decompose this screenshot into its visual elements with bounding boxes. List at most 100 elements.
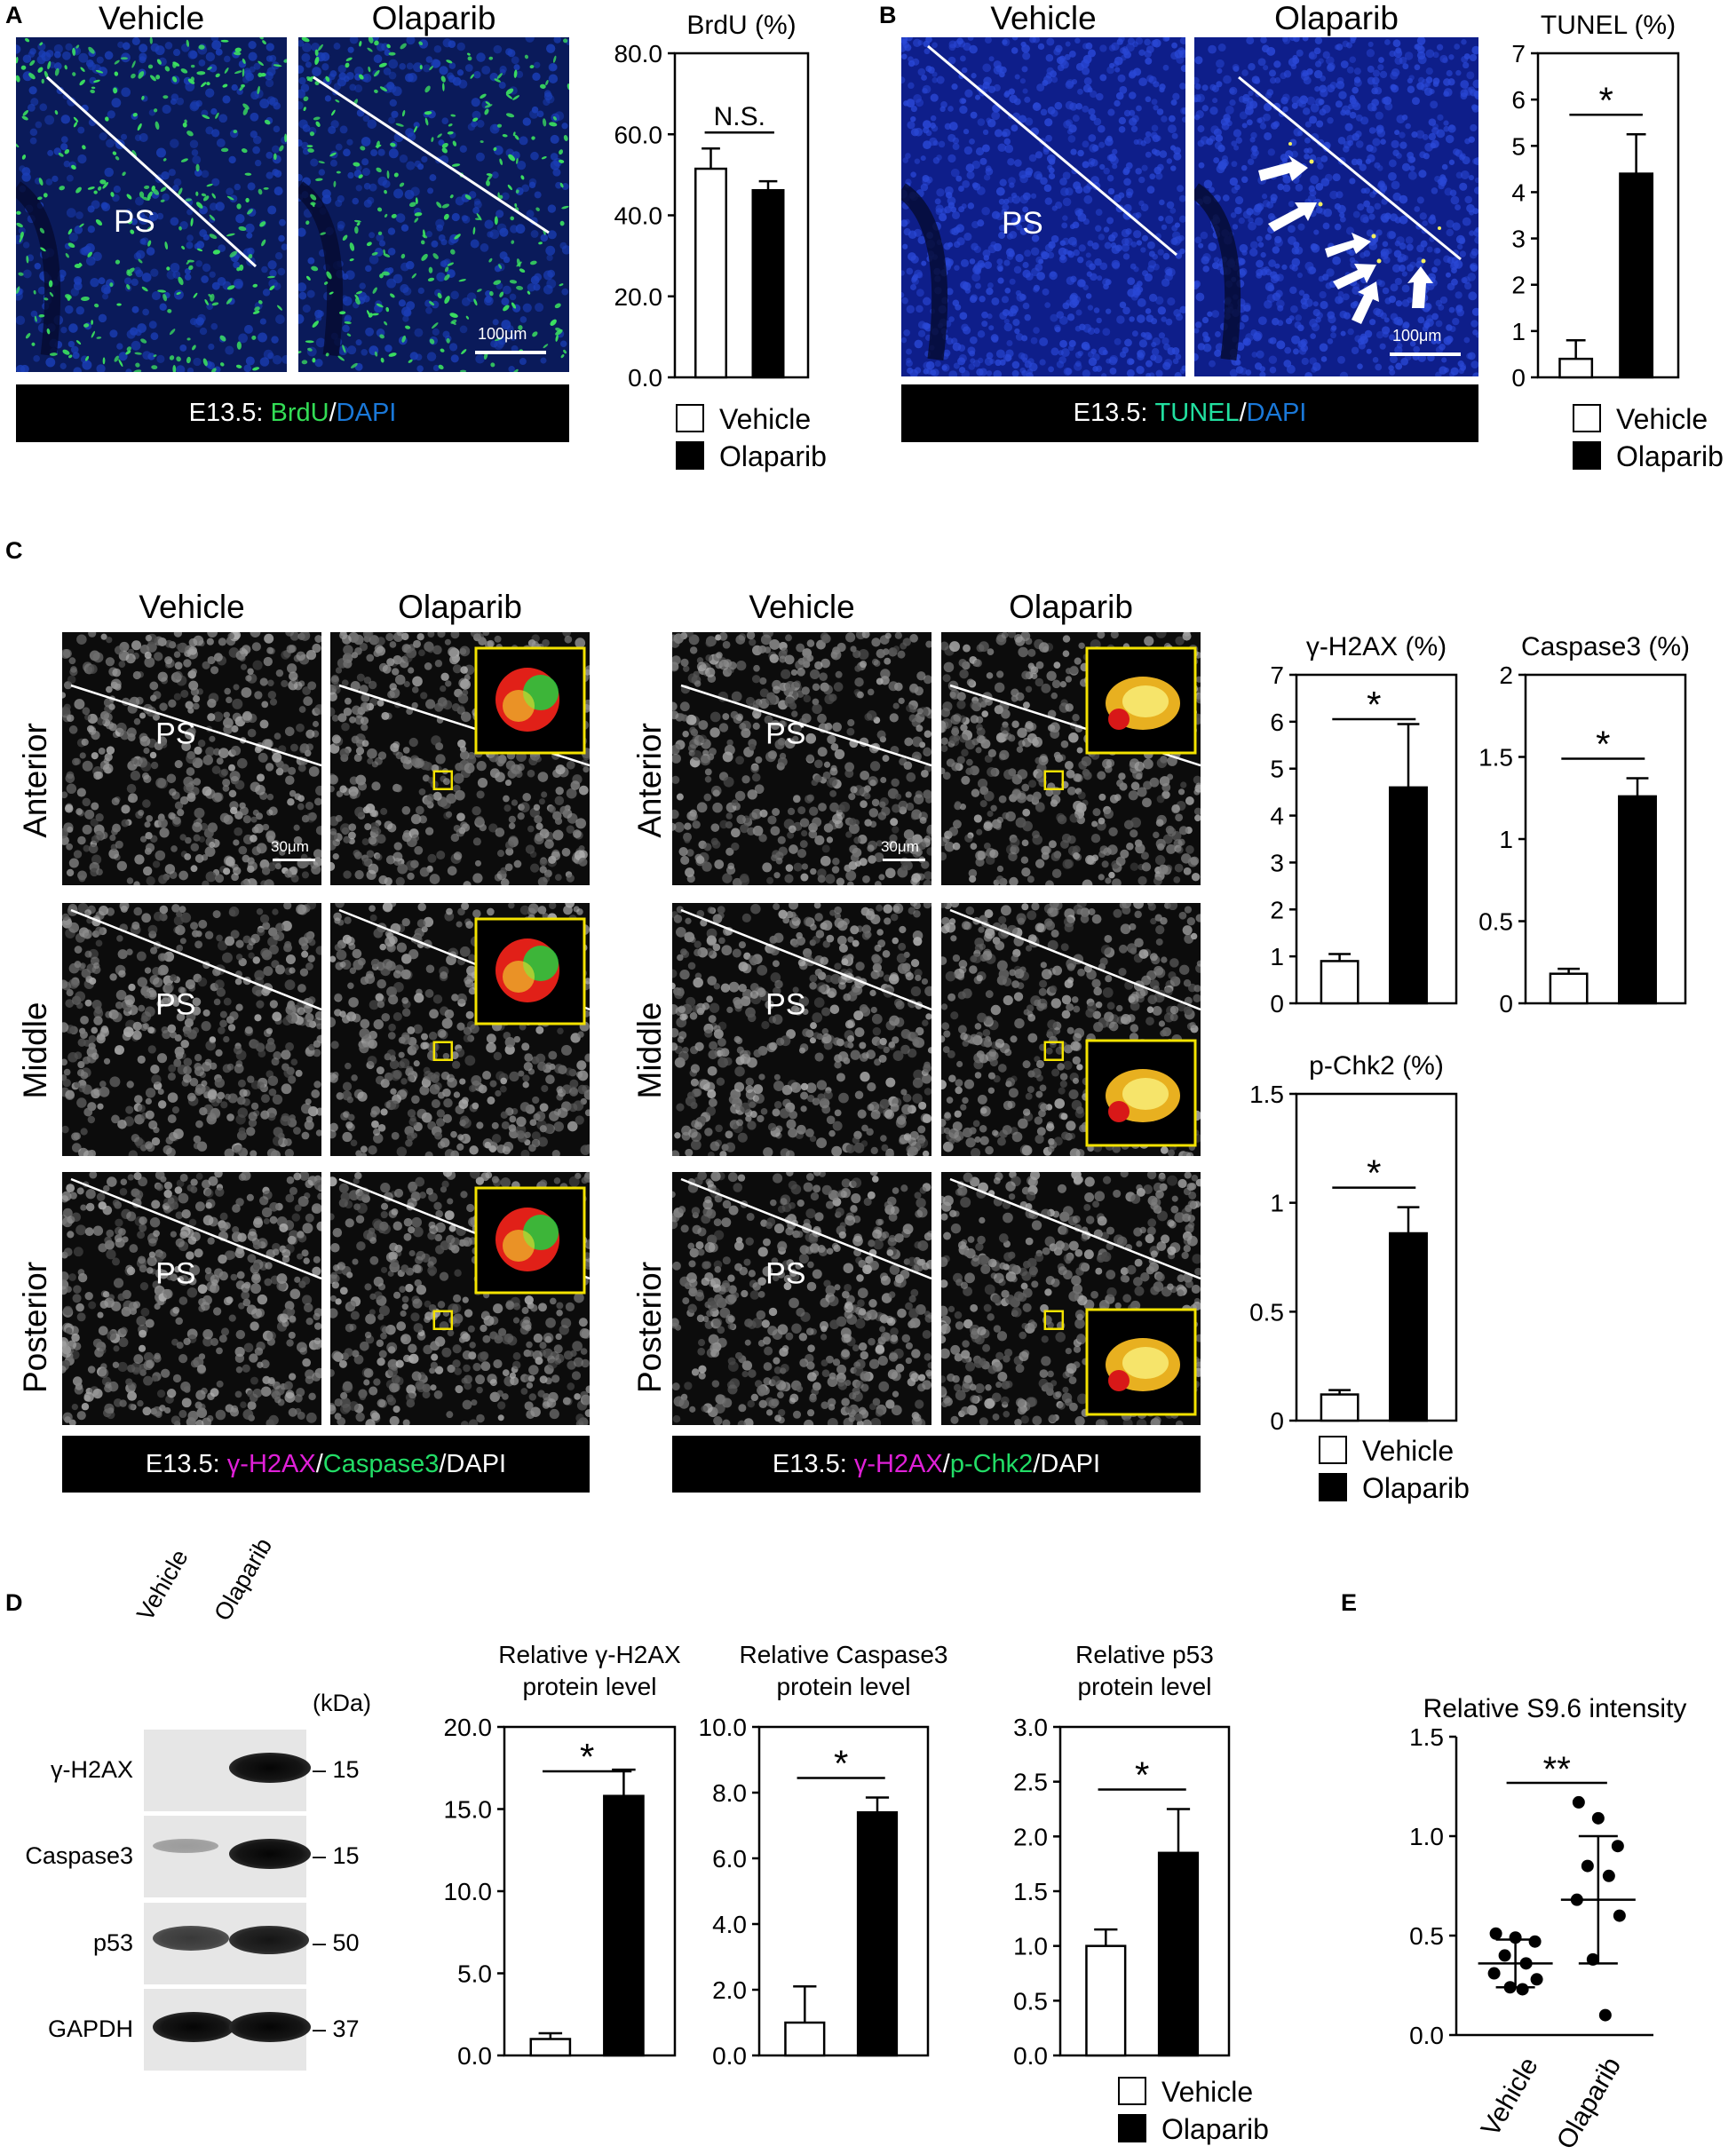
pchk2-tick-label: 0	[1270, 1407, 1284, 1435]
rel_casp3-title-line1: Relative Caspase3	[739, 1641, 947, 1668]
rel_p53-legend-olaparib: Olaparib	[1161, 2113, 1269, 2145]
b-caption: E13.5: TUNEL / DAPI	[901, 384, 1478, 442]
zoom-inset	[474, 1186, 586, 1295]
rel_p53-legend-vehicle: Vehicle	[1161, 2076, 1253, 2108]
tunel-legend-olaparib: Olaparib	[1616, 440, 1724, 472]
panel-letter-e: E	[1341, 1589, 1358, 1616]
c2-olaparib-anterior-micrograph	[941, 632, 1201, 885]
b-scale-bar	[1390, 352, 1461, 356]
tunel-title: TUNEL (%)	[1541, 11, 1676, 40]
rel_p53-title-line2: protein level	[1078, 1673, 1212, 1700]
c2-caption-dapi: /DAPI	[1033, 1449, 1101, 1478]
c2-vehicle-scale-label: 30μm	[881, 838, 919, 855]
rel_casp3-tick-label: 8.0	[712, 1779, 747, 1807]
c1-vehicle-scale-label: 30μm	[271, 838, 309, 855]
rel_p53-bar-vehicle	[1085, 1944, 1127, 2057]
c1-caption: E13.5: γ-H2AX / Caspase3/DAPI	[62, 1436, 590, 1493]
rel_casp3-frame	[757, 1725, 930, 2057]
c1-vehicle-middle-micrograph: PS	[62, 903, 321, 1156]
a-caption-dapi: DAPI	[336, 399, 397, 427]
a-ps-label: PS	[114, 204, 155, 239]
wb-band-vehicle	[153, 1839, 218, 1853]
rel_casp3-sig-label: *	[834, 1743, 848, 1785]
s96-point-vehicle	[1528, 1935, 1542, 1948]
wb-row-label: p53	[92, 1929, 133, 1956]
c1-vehicle-posterior-ps-label: PS	[155, 1256, 195, 1290]
rel_casp3-tick-label: 10.0	[699, 1714, 748, 1741]
a-scale-label: 100μm	[478, 325, 527, 343]
rel_p53-legend-swatch	[1118, 2077, 1146, 2105]
s96-point-vehicle	[1530, 1973, 1543, 1986]
wb-row-label: Caspase3	[25, 1842, 133, 1869]
rel_h2ax-bar-olaparib	[603, 1794, 645, 2057]
brdu-tick-label: 20.0	[614, 283, 663, 311]
tunel-tick-label: 4	[1511, 178, 1526, 206]
roi-box	[432, 1041, 454, 1061]
rel_h2ax-tick-label: 15.0	[444, 1796, 493, 1824]
tunel-legend-vehicle: Vehicle	[1616, 403, 1708, 435]
h2ax-tick-label: 0	[1270, 990, 1284, 1018]
tunel-tick-label: 5	[1511, 132, 1526, 160]
pchk2-sig-label: *	[1367, 1152, 1381, 1194]
roi-box	[432, 1310, 454, 1330]
h2ax-tick-label: 4	[1270, 803, 1284, 830]
pchk2-tick-label: 0.5	[1249, 1298, 1284, 1326]
rel_p53-title-line1: Relative p53	[1075, 1641, 1214, 1668]
c1-olaparib-anterior-micrograph	[330, 632, 590, 885]
tunel-legend-swatch	[1573, 404, 1601, 432]
h2ax-tick-label: 3	[1270, 849, 1284, 876]
zoom-inset	[1085, 1308, 1197, 1416]
casp3-tick-label: 1.5	[1478, 744, 1513, 772]
c2-vehicle-posterior-micrograph: PS	[672, 1172, 931, 1425]
brdu-tick-label: 80.0	[614, 40, 663, 67]
c2-caption-prefix: E13.5:	[772, 1449, 854, 1478]
s96-xlabel-vehicle: Vehicle	[1476, 2053, 1544, 2142]
zoom-inset	[474, 917, 586, 1026]
wb-band-olaparib	[229, 1839, 311, 1869]
h2ax-tick-label: 7	[1270, 661, 1284, 689]
b-caption-dapi: DAPI	[1246, 399, 1307, 427]
tunel-bar-olaparib	[1619, 172, 1654, 379]
b-olaparib-micrograph	[1194, 37, 1478, 376]
b-caption-prefix: E13.5:	[1073, 399, 1155, 427]
rel_casp3-bar-vehicle	[784, 2021, 826, 2057]
c2-olaparib-heading: Olaparib	[1009, 589, 1133, 625]
s96-sig-label: **	[1543, 1750, 1571, 1789]
brdu-sig-label: N.S.	[714, 102, 765, 131]
rel_h2ax-bar-vehicle	[529, 2038, 572, 2057]
pchk2-bar-vehicle	[1320, 1393, 1359, 1422]
tunel-tick-label: 2	[1511, 272, 1526, 299]
rel_h2ax-title-line1: Relative γ-H2AX	[498, 1641, 681, 1668]
s96-point-olaparib	[1598, 2008, 1612, 2022]
brdu-tick-label: 60.0	[614, 121, 663, 148]
rel_p53-sig-label: *	[1135, 1754, 1149, 1796]
wb-marker-label: – 50	[313, 1929, 360, 1956]
a-caption-brdu: BrdU	[270, 399, 329, 427]
rel_p53-tick-label: 3.0	[1013, 1714, 1048, 1741]
rel_casp3-title-line2: protein level	[777, 1673, 911, 1700]
pchk2-legend-olaparib: Olaparib	[1362, 1472, 1470, 1504]
tunel-tick-label: 3	[1511, 226, 1526, 253]
wb-band-olaparib	[229, 1753, 311, 1783]
casp3-bar-olaparib	[1618, 795, 1657, 1005]
pchk2-tick-label: 1.5	[1249, 1081, 1284, 1108]
h2ax-tick-label: 1	[1270, 943, 1284, 970]
s96-point-vehicle	[1509, 1931, 1522, 1944]
zoom-inset	[1085, 646, 1197, 755]
rel_h2ax-title-line2: protein level	[523, 1673, 657, 1700]
tunel-sig-label: *	[1598, 79, 1613, 121]
s96-tick-label: 0.0	[1409, 2022, 1444, 2049]
rel_h2ax-tick-label: 0.0	[457, 2042, 492, 2070]
c2-vehicle-posterior-ps-label: PS	[765, 1256, 805, 1290]
tunel-frame	[1536, 51, 1680, 379]
casp3-tick-label: 2	[1499, 661, 1513, 689]
c1-caption-caspase3: Caspase3	[322, 1449, 440, 1478]
s96-tick-label: 1.0	[1409, 1823, 1444, 1850]
wb-band-olaparib	[229, 1926, 309, 1954]
b-ps-label: PS	[1002, 206, 1043, 241]
tunel-legend-swatch	[1573, 441, 1601, 470]
casp3-sig-label: *	[1596, 724, 1610, 765]
h2ax-bar-olaparib	[1389, 786, 1428, 1005]
casp3-tick-label: 0	[1499, 990, 1513, 1018]
